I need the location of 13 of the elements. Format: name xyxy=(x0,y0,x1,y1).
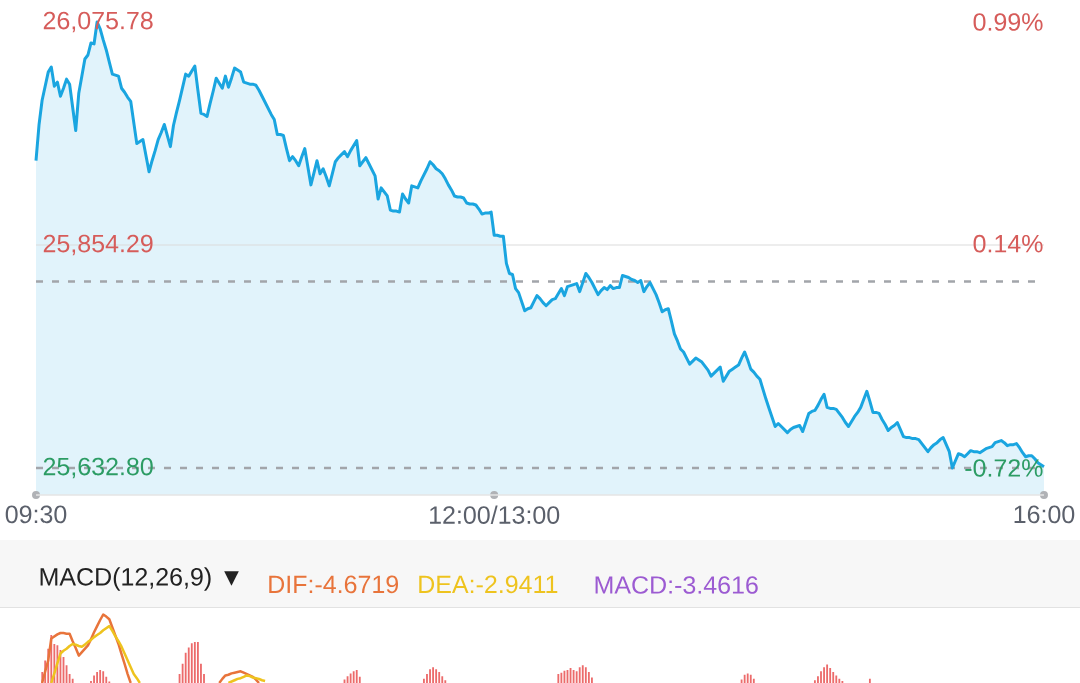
y2-tick-label: 0.99% xyxy=(973,13,1043,31)
y-tick-label: 25,854.29 xyxy=(43,234,153,256)
y2-tick-label: 0.14% xyxy=(973,234,1043,253)
text: DIF:-4.6719 xyxy=(269,575,399,594)
text: DEA:-2.9411 xyxy=(419,575,558,594)
x-tick-label: 16:00 xyxy=(1014,505,1075,524)
x-tick-label: 09:30 xyxy=(5,505,67,524)
x-tick-label: 12:00/13:00 xyxy=(430,505,560,524)
y-tick-label: 26,075.78 xyxy=(43,11,153,33)
y2-tick-label: -0.72% xyxy=(965,459,1043,477)
y-tick-label: 25,632.80 xyxy=(43,457,153,479)
chart-title: MACD(12,26,9) ▼ xyxy=(40,567,239,591)
text: MACD:-3.4616 xyxy=(595,576,758,594)
